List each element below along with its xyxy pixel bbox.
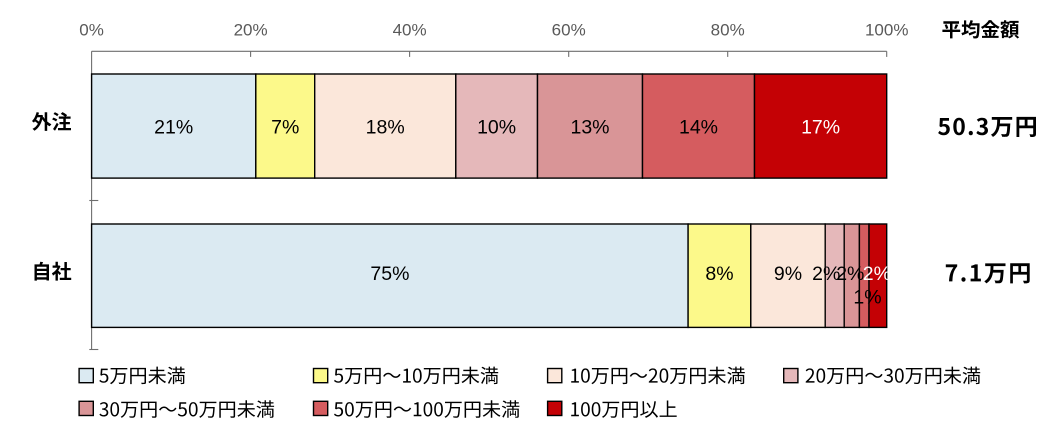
svg-text:100%: 100% <box>865 20 908 39</box>
svg-text:18%: 18% <box>366 117 405 139</box>
svg-text:13%: 13% <box>570 117 609 139</box>
svg-text:2%: 2% <box>812 263 840 285</box>
svg-text:0%: 0% <box>79 20 104 39</box>
svg-text:7%: 7% <box>271 117 299 139</box>
svg-text:1%: 1% <box>853 287 881 309</box>
svg-text:20%: 20% <box>234 20 268 39</box>
svg-text:8%: 8% <box>705 263 733 285</box>
svg-text:75%: 75% <box>370 263 409 285</box>
svg-text:80%: 80% <box>711 20 745 39</box>
svg-text:2%: 2% <box>836 263 864 285</box>
svg-text:14%: 14% <box>679 117 718 139</box>
svg-text:2%: 2% <box>863 263 891 285</box>
svg-text:21%: 21% <box>154 117 193 139</box>
svg-text:9%: 9% <box>774 263 802 285</box>
svg-text:17%: 17% <box>801 117 840 139</box>
svg-text:10%: 10% <box>477 117 516 139</box>
svg-text:40%: 40% <box>393 20 427 39</box>
svg-text:60%: 60% <box>552 20 586 39</box>
